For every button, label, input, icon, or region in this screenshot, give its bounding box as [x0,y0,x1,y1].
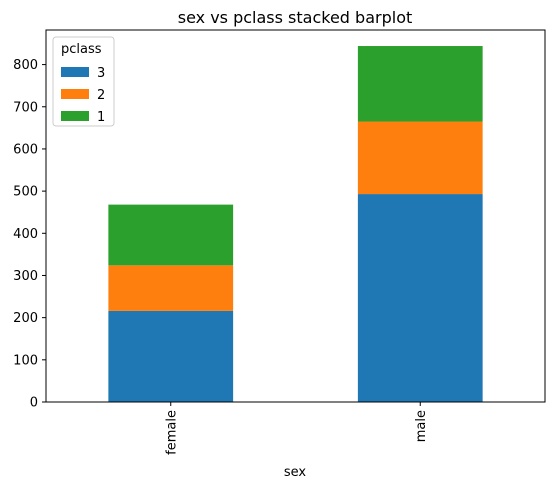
y-tick-label: 700 [13,100,38,115]
y-tick-label: 300 [13,269,38,284]
x-axis: female male [164,402,429,455]
legend-box [52,36,115,127]
bar-female-pclass-3 [108,310,234,402]
legend-swatch-1 [61,111,89,121]
y-tick-label: 200 [13,311,38,326]
y-tick-label: 0 [30,396,38,411]
y-tick-label: 400 [13,227,38,242]
bar-male-pclass-3 [357,194,483,402]
x-tick-label-male: male [414,410,429,442]
x-tick-label-female: female [164,410,179,455]
legend-label-3: 3 [97,66,105,81]
y-tick-label: 100 [13,353,38,368]
legend-title: pclass [61,42,102,57]
legend-entries: 3 2 1 [61,66,105,125]
legend-swatch-3 [61,67,89,77]
bars-group [108,46,483,402]
bar-female-pclass-1 [108,204,234,266]
plot-frame [45,29,546,403]
bar-male-pclass-1 [357,46,483,122]
y-axis: 0 100 200 300 400 500 600 700 800 [13,58,46,411]
legend-label-1: 1 [97,110,105,125]
legend-label-2: 2 [97,88,105,103]
y-tick-label: 800 [13,58,38,73]
x-axis-label: sex [284,465,307,480]
bar-female-pclass-2 [108,265,234,311]
legend-swatch-2 [61,89,89,99]
legend: pclass 3 2 1 [52,36,115,127]
y-tick-label: 600 [13,142,38,157]
chart-title: sex vs pclass stacked barplot [178,8,413,27]
bar-male-pclass-2 [357,121,483,195]
y-tick-label: 500 [13,185,38,200]
